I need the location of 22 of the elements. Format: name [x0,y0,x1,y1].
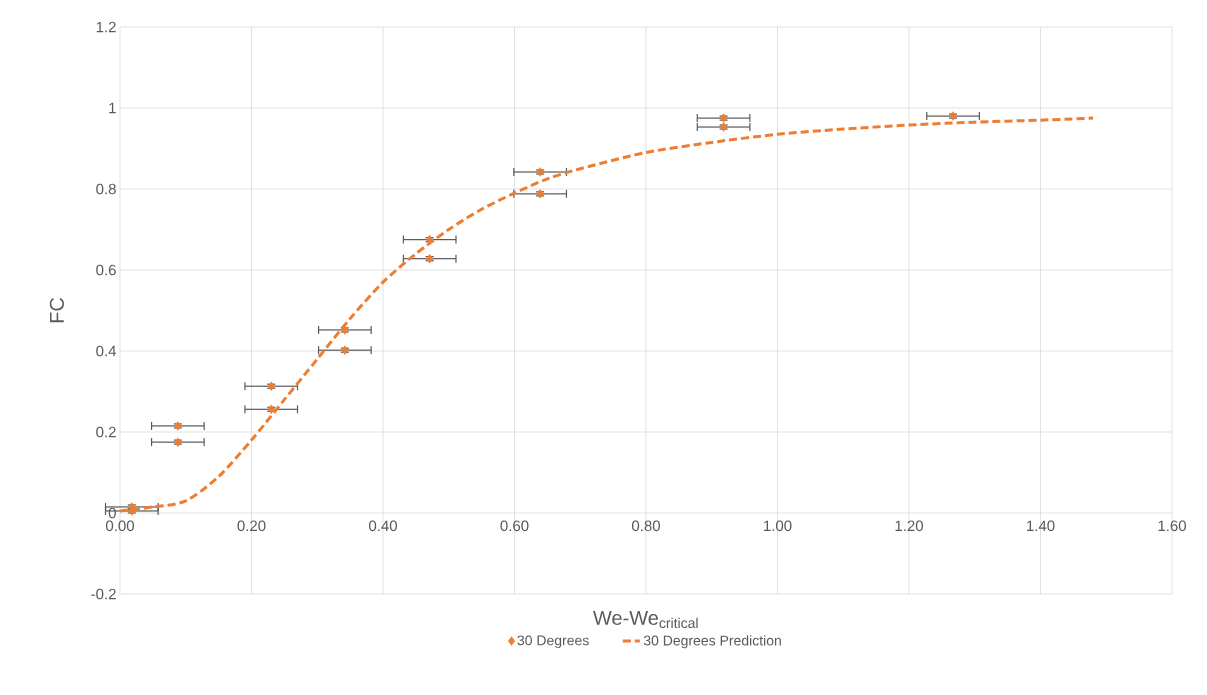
x-tick-label: 0.80 [632,520,660,532]
legend-label: 30 Degrees Prediction [643,635,781,649]
x-tick-label: 0.60 [500,520,529,532]
x-tick-label: 1.40 [1027,520,1055,532]
y-tick-label: 1 [109,102,116,114]
x-tick-label: 1.60 [1158,520,1186,532]
x-axis-title: We-We$_{critical}$ [593,611,698,629]
y-tick-label: 1.2 [96,21,116,33]
y-tick-label: 0.2 [96,426,116,438]
x-tick-label: 0.00 [106,520,134,532]
x-tick-label: 1.20 [895,520,923,532]
y-tick-label: 0.4 [96,345,117,357]
y-axis-title: FC [49,297,64,323]
x-tick-label: 0.40 [369,520,397,532]
x-tick-label: 0.20 [237,520,266,532]
legend-label: 30 Degrees [517,635,589,649]
y-tick-label: 0.8 [96,183,116,195]
point [267,404,275,415]
y-tick-label: 0.6 [96,264,116,276]
x-tick-label: 1.00 [764,520,792,532]
y-tick-label: -0.2 [91,588,116,600]
point [426,253,434,264]
